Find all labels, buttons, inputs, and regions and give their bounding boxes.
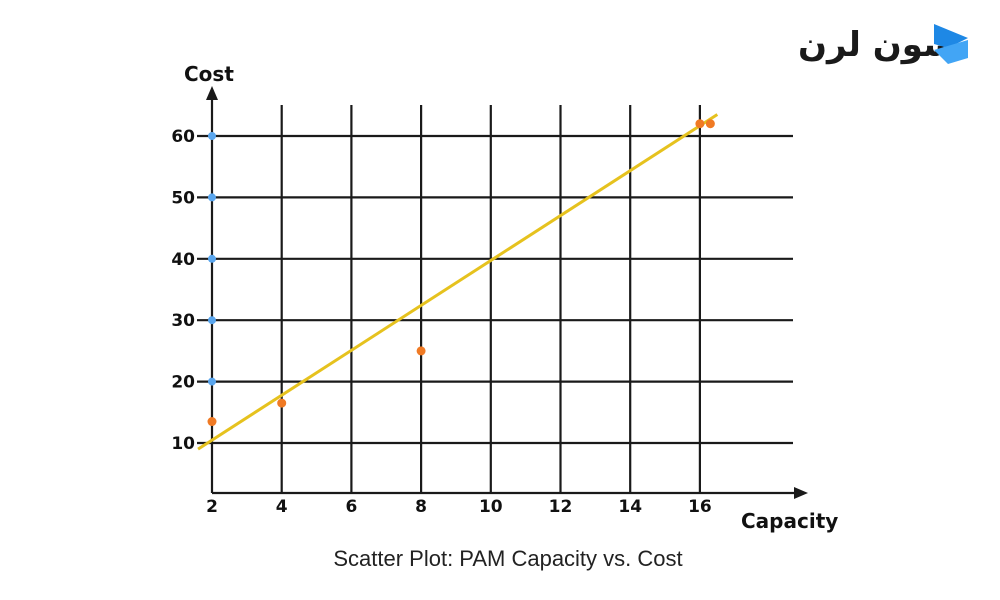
- grid: [197, 105, 793, 493]
- x-tick-label: 14: [618, 497, 642, 517]
- x-tick-label: 8: [415, 497, 427, 517]
- scatter-point: [207, 417, 217, 427]
- x-axis-title: Capacity: [741, 509, 838, 533]
- y-tick-label: 40: [171, 250, 195, 270]
- scatter-point: [277, 398, 287, 408]
- chart-caption: Scatter Plot: PAM Capacity vs. Cost: [333, 546, 682, 571]
- axis-point: [208, 132, 216, 140]
- x-tick-label: 12: [549, 497, 573, 517]
- axis-point: [208, 254, 216, 263]
- trendline: [197, 113, 719, 451]
- axis-point: [208, 193, 216, 202]
- y-tick-label: 10: [171, 434, 195, 454]
- y-tick-label: 60: [171, 127, 195, 147]
- x-tick-label: 16: [688, 497, 712, 517]
- tick-labels: 2 4 6 8 10 12 14 16 10 20 30 40 50 60: [171, 127, 711, 517]
- logo-mark-lower: [934, 40, 968, 64]
- trendline-layer: [197, 113, 719, 451]
- x-tick-label: 4: [276, 497, 288, 517]
- axis-point: [208, 377, 216, 386]
- axes: [206, 86, 808, 499]
- x-tick-label: 2: [206, 497, 218, 517]
- logo: سون لرن: [798, 24, 968, 65]
- data-points: [207, 119, 715, 427]
- axis-point: [208, 316, 216, 325]
- x-axis-arrow-icon: [794, 487, 808, 499]
- y-tick-label: 50: [171, 188, 195, 208]
- x-tick-label: 6: [345, 497, 357, 517]
- logo-mark-icon: [934, 24, 968, 48]
- y-axis-arrow-icon: [206, 86, 218, 100]
- scatter-point: [705, 119, 715, 129]
- x-tick-label: 10: [479, 497, 503, 517]
- scatter-point: [416, 346, 426, 356]
- logo-text: سون لرن: [798, 25, 957, 65]
- scatter-point: [695, 119, 705, 129]
- y-axis-title: Cost: [184, 62, 234, 86]
- y-tick-label: 20: [171, 373, 195, 393]
- y-tick-label: 30: [171, 311, 195, 331]
